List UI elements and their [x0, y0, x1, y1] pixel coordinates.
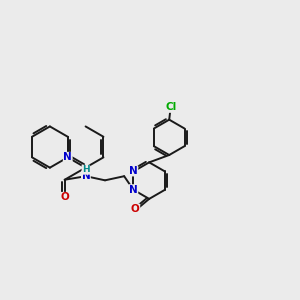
- Text: H: H: [82, 165, 90, 174]
- Text: O: O: [131, 204, 140, 214]
- Text: N: N: [129, 166, 138, 176]
- Text: N: N: [63, 152, 72, 162]
- Text: N: N: [82, 171, 90, 181]
- Text: N: N: [129, 185, 138, 195]
- Text: O: O: [60, 192, 69, 203]
- Text: Cl: Cl: [165, 102, 176, 112]
